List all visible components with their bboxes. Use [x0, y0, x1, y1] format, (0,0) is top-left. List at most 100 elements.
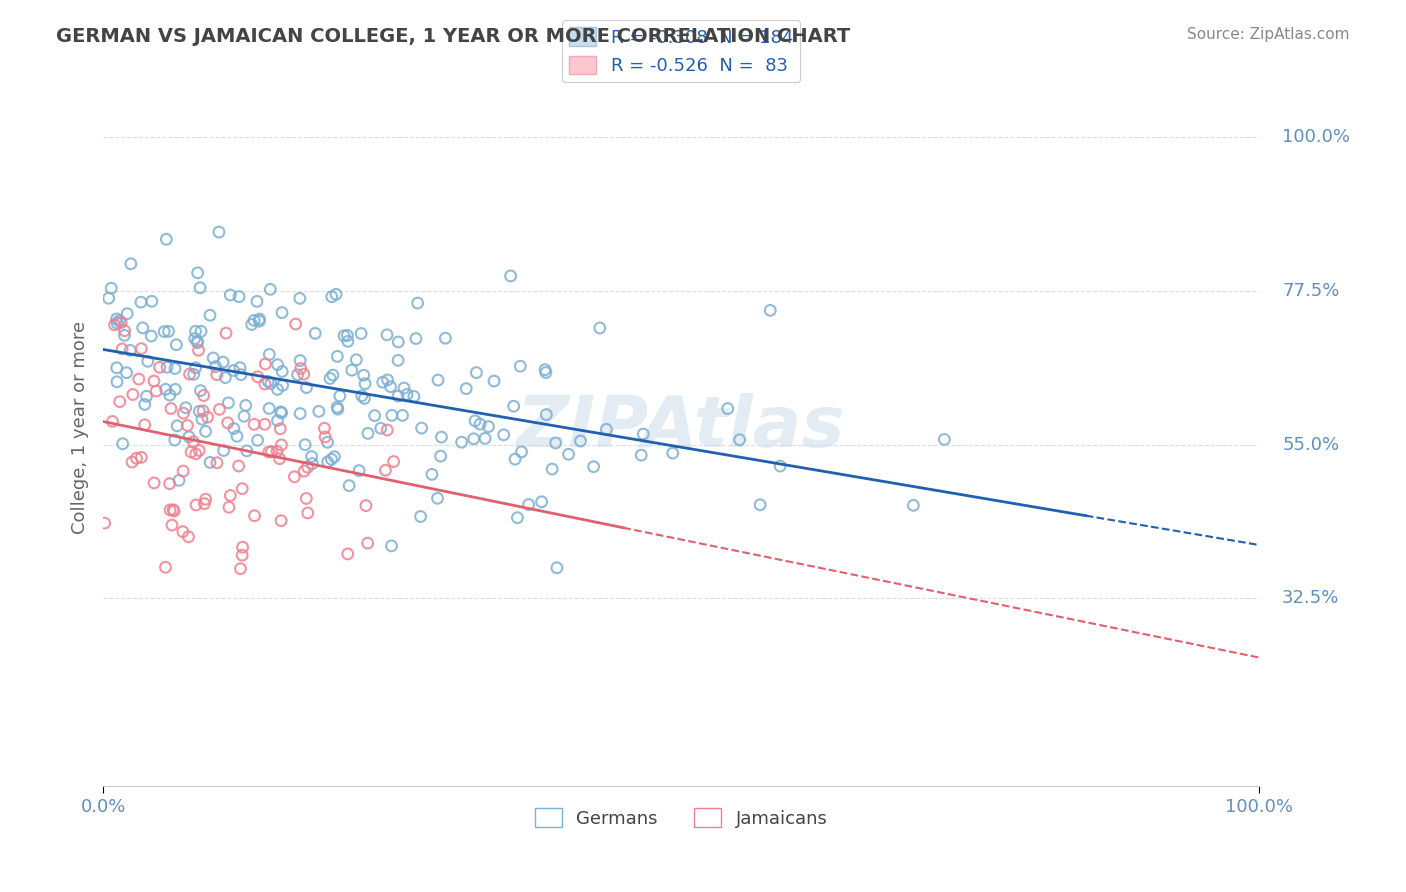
Point [93, 516, 115, 530]
Point [934, 433, 956, 447]
Text: Source: ZipAtlas.com: Source: ZipAtlas.com [1187, 27, 1350, 42]
Point [266, 444, 288, 458]
Point [336, 547, 359, 561]
Point [569, 434, 592, 448]
Point [254, 357, 277, 371]
Point [184, 447, 207, 461]
Point [374, 463, 396, 477]
Point [222, 421, 245, 435]
Point [184, 498, 207, 512]
Point [219, 288, 242, 302]
Point [257, 445, 280, 459]
Point [354, 376, 377, 391]
Point [381, 409, 404, 423]
Point [450, 435, 472, 450]
Point [111, 342, 134, 356]
Point [174, 401, 197, 415]
Point [188, 404, 211, 418]
Point [387, 389, 409, 403]
Point [235, 398, 257, 412]
Point [350, 389, 373, 403]
Point [354, 499, 377, 513]
Point [270, 514, 292, 528]
Point [159, 476, 181, 491]
Point [253, 377, 276, 392]
Point [160, 401, 183, 416]
Point [295, 380, 318, 394]
Point [160, 518, 183, 533]
Point [503, 452, 526, 467]
Point [156, 360, 179, 375]
Point [134, 417, 156, 432]
Point [357, 426, 380, 441]
Point [163, 504, 186, 518]
Point [510, 445, 533, 459]
Point [377, 373, 399, 387]
Point [165, 383, 187, 397]
Point [477, 419, 499, 434]
Point [270, 438, 292, 452]
Point [294, 438, 316, 452]
Point [630, 448, 652, 462]
Point [193, 497, 215, 511]
Text: ZIPAtlas: ZIPAtlas [517, 393, 845, 462]
Point [333, 329, 356, 343]
Point [409, 509, 432, 524]
Point [191, 404, 214, 418]
Point [240, 318, 263, 332]
Point [297, 506, 319, 520]
Point [387, 353, 409, 368]
Point [202, 351, 225, 365]
Point [271, 364, 294, 378]
Point [100, 281, 122, 295]
Point [121, 455, 143, 469]
Point [233, 409, 256, 424]
Point [212, 443, 235, 458]
Point [141, 329, 163, 343]
Point [284, 317, 307, 331]
Point [176, 418, 198, 433]
Point [166, 418, 188, 433]
Point [283, 469, 305, 483]
Point [257, 375, 280, 389]
Point [288, 353, 311, 368]
Point [153, 325, 176, 339]
Point [321, 290, 343, 304]
Point [131, 321, 153, 335]
Point [420, 467, 443, 482]
Point [177, 530, 200, 544]
Point [187, 266, 209, 280]
Point [257, 401, 280, 416]
Point [375, 327, 398, 342]
Point [198, 455, 221, 469]
Point [456, 382, 478, 396]
Point [231, 548, 253, 562]
Point [179, 367, 201, 381]
Point [129, 295, 152, 310]
Point [187, 343, 209, 358]
Point [427, 373, 450, 387]
Point [159, 503, 181, 517]
Point [253, 417, 276, 432]
Text: 77.5%: 77.5% [1282, 282, 1340, 300]
Point [105, 360, 128, 375]
Point [301, 450, 323, 464]
Point [212, 355, 235, 369]
Point [149, 360, 172, 375]
Point [231, 482, 253, 496]
Point [183, 332, 205, 346]
Point [429, 449, 451, 463]
Point [108, 394, 131, 409]
Point [120, 343, 142, 358]
Point [534, 366, 557, 380]
Point [136, 354, 159, 368]
Point [382, 454, 405, 468]
Point [396, 387, 419, 401]
Point [165, 337, 187, 351]
Point [546, 561, 568, 575]
Point [350, 326, 373, 341]
Point [197, 410, 219, 425]
Point [326, 401, 349, 415]
Point [387, 334, 409, 349]
Point [269, 422, 291, 436]
